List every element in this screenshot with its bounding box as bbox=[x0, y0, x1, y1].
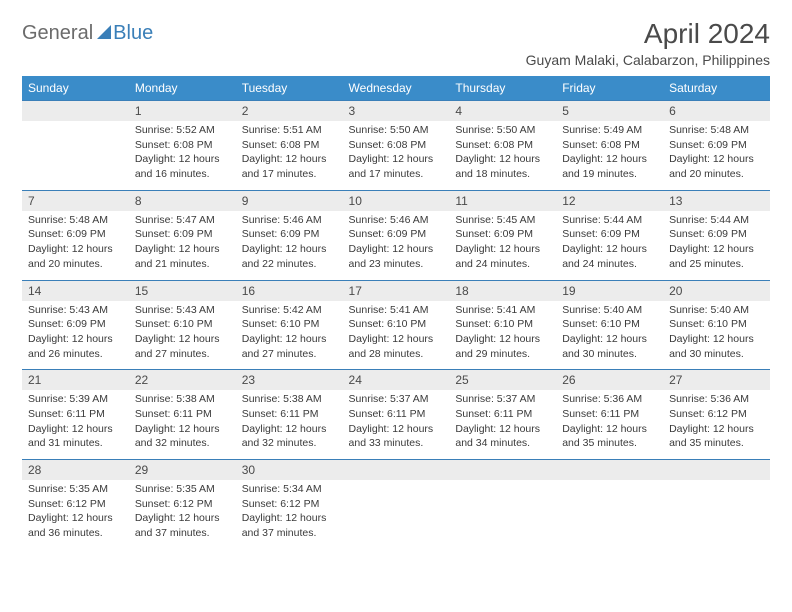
day-cell: Sunrise: 5:37 AMSunset: 6:11 PMDaylight:… bbox=[449, 390, 556, 459]
day-number: 24 bbox=[343, 370, 450, 391]
day-number: 10 bbox=[343, 190, 450, 211]
month-title: April 2024 bbox=[526, 18, 770, 50]
day-number: 4 bbox=[449, 101, 556, 122]
day-cell: Sunrise: 5:39 AMSunset: 6:11 PMDaylight:… bbox=[22, 390, 129, 459]
day-number: 27 bbox=[663, 370, 770, 391]
calendar-body: 123456Sunrise: 5:52 AMSunset: 6:08 PMDay… bbox=[22, 101, 770, 549]
daynum-row: 78910111213 bbox=[22, 190, 770, 211]
day-cell: Sunrise: 5:45 AMSunset: 6:09 PMDaylight:… bbox=[449, 211, 556, 280]
day-cell: Sunrise: 5:44 AMSunset: 6:09 PMDaylight:… bbox=[663, 211, 770, 280]
day-cell: Sunrise: 5:41 AMSunset: 6:10 PMDaylight:… bbox=[449, 301, 556, 370]
day-number: 13 bbox=[663, 190, 770, 211]
day-cell bbox=[343, 480, 450, 549]
day-header-tue: Tuesday bbox=[236, 76, 343, 101]
day-cell: Sunrise: 5:46 AMSunset: 6:09 PMDaylight:… bbox=[236, 211, 343, 280]
day-cell: Sunrise: 5:37 AMSunset: 6:11 PMDaylight:… bbox=[343, 390, 450, 459]
day-number: 19 bbox=[556, 280, 663, 301]
day-number bbox=[343, 460, 450, 481]
day-cell: Sunrise: 5:36 AMSunset: 6:12 PMDaylight:… bbox=[663, 390, 770, 459]
day-number: 9 bbox=[236, 190, 343, 211]
day-number: 30 bbox=[236, 460, 343, 481]
content-row: Sunrise: 5:48 AMSunset: 6:09 PMDaylight:… bbox=[22, 211, 770, 280]
day-number: 21 bbox=[22, 370, 129, 391]
day-number: 15 bbox=[129, 280, 236, 301]
day-number: 8 bbox=[129, 190, 236, 211]
day-cell: Sunrise: 5:50 AMSunset: 6:08 PMDaylight:… bbox=[449, 121, 556, 190]
day-number: 7 bbox=[22, 190, 129, 211]
header: General Blue April 2024 Guyam Malaki, Ca… bbox=[22, 18, 770, 68]
day-cell bbox=[22, 121, 129, 190]
day-cell: Sunrise: 5:42 AMSunset: 6:10 PMDaylight:… bbox=[236, 301, 343, 370]
location-text: Guyam Malaki, Calabarzon, Philippines bbox=[526, 52, 770, 68]
day-cell: Sunrise: 5:47 AMSunset: 6:09 PMDaylight:… bbox=[129, 211, 236, 280]
day-number: 22 bbox=[129, 370, 236, 391]
day-header-row: Sunday Monday Tuesday Wednesday Thursday… bbox=[22, 76, 770, 101]
day-number: 29 bbox=[129, 460, 236, 481]
day-cell: Sunrise: 5:48 AMSunset: 6:09 PMDaylight:… bbox=[22, 211, 129, 280]
day-number bbox=[449, 460, 556, 481]
day-number bbox=[22, 101, 129, 122]
logo: General Blue bbox=[22, 22, 153, 45]
day-header-sat: Saturday bbox=[663, 76, 770, 101]
day-header-fri: Friday bbox=[556, 76, 663, 101]
day-cell: Sunrise: 5:36 AMSunset: 6:11 PMDaylight:… bbox=[556, 390, 663, 459]
day-cell: Sunrise: 5:49 AMSunset: 6:08 PMDaylight:… bbox=[556, 121, 663, 190]
day-cell: Sunrise: 5:38 AMSunset: 6:11 PMDaylight:… bbox=[129, 390, 236, 459]
day-header-sun: Sunday bbox=[22, 76, 129, 101]
day-cell: Sunrise: 5:38 AMSunset: 6:11 PMDaylight:… bbox=[236, 390, 343, 459]
day-number bbox=[556, 460, 663, 481]
daynum-row: 123456 bbox=[22, 101, 770, 122]
logo-triangle-icon bbox=[97, 25, 111, 39]
day-cell: Sunrise: 5:35 AMSunset: 6:12 PMDaylight:… bbox=[22, 480, 129, 549]
day-number: 11 bbox=[449, 190, 556, 211]
day-cell: Sunrise: 5:50 AMSunset: 6:08 PMDaylight:… bbox=[343, 121, 450, 190]
day-number: 23 bbox=[236, 370, 343, 391]
day-header-thu: Thursday bbox=[449, 76, 556, 101]
day-cell: Sunrise: 5:51 AMSunset: 6:08 PMDaylight:… bbox=[236, 121, 343, 190]
day-header-wed: Wednesday bbox=[343, 76, 450, 101]
content-row: Sunrise: 5:52 AMSunset: 6:08 PMDaylight:… bbox=[22, 121, 770, 190]
day-cell: Sunrise: 5:35 AMSunset: 6:12 PMDaylight:… bbox=[129, 480, 236, 549]
day-cell: Sunrise: 5:43 AMSunset: 6:10 PMDaylight:… bbox=[129, 301, 236, 370]
day-cell: Sunrise: 5:41 AMSunset: 6:10 PMDaylight:… bbox=[343, 301, 450, 370]
day-cell bbox=[556, 480, 663, 549]
day-number: 26 bbox=[556, 370, 663, 391]
day-number: 5 bbox=[556, 101, 663, 122]
content-row: Sunrise: 5:39 AMSunset: 6:11 PMDaylight:… bbox=[22, 390, 770, 459]
day-number: 1 bbox=[129, 101, 236, 122]
daynum-row: 21222324252627 bbox=[22, 370, 770, 391]
logo-text-general: General bbox=[22, 22, 93, 45]
day-number: 18 bbox=[449, 280, 556, 301]
day-cell bbox=[663, 480, 770, 549]
day-header-mon: Monday bbox=[129, 76, 236, 101]
day-cell: Sunrise: 5:52 AMSunset: 6:08 PMDaylight:… bbox=[129, 121, 236, 190]
day-number bbox=[663, 460, 770, 481]
calendar-table: Sunday Monday Tuesday Wednesday Thursday… bbox=[22, 76, 770, 549]
logo-text-blue: Blue bbox=[113, 22, 153, 45]
day-cell: Sunrise: 5:44 AMSunset: 6:09 PMDaylight:… bbox=[556, 211, 663, 280]
day-cell: Sunrise: 5:40 AMSunset: 6:10 PMDaylight:… bbox=[556, 301, 663, 370]
daynum-row: 282930 bbox=[22, 460, 770, 481]
day-cell: Sunrise: 5:40 AMSunset: 6:10 PMDaylight:… bbox=[663, 301, 770, 370]
day-number: 12 bbox=[556, 190, 663, 211]
day-number: 14 bbox=[22, 280, 129, 301]
day-cell bbox=[449, 480, 556, 549]
day-cell: Sunrise: 5:46 AMSunset: 6:09 PMDaylight:… bbox=[343, 211, 450, 280]
title-block: April 2024 Guyam Malaki, Calabarzon, Phi… bbox=[526, 18, 770, 68]
content-row: Sunrise: 5:43 AMSunset: 6:09 PMDaylight:… bbox=[22, 301, 770, 370]
day-number: 6 bbox=[663, 101, 770, 122]
content-row: Sunrise: 5:35 AMSunset: 6:12 PMDaylight:… bbox=[22, 480, 770, 549]
day-number: 20 bbox=[663, 280, 770, 301]
daynum-row: 14151617181920 bbox=[22, 280, 770, 301]
day-number: 17 bbox=[343, 280, 450, 301]
day-cell: Sunrise: 5:43 AMSunset: 6:09 PMDaylight:… bbox=[22, 301, 129, 370]
day-cell: Sunrise: 5:34 AMSunset: 6:12 PMDaylight:… bbox=[236, 480, 343, 549]
day-number: 3 bbox=[343, 101, 450, 122]
day-number: 2 bbox=[236, 101, 343, 122]
day-cell: Sunrise: 5:48 AMSunset: 6:09 PMDaylight:… bbox=[663, 121, 770, 190]
day-number: 16 bbox=[236, 280, 343, 301]
day-number: 28 bbox=[22, 460, 129, 481]
day-number: 25 bbox=[449, 370, 556, 391]
